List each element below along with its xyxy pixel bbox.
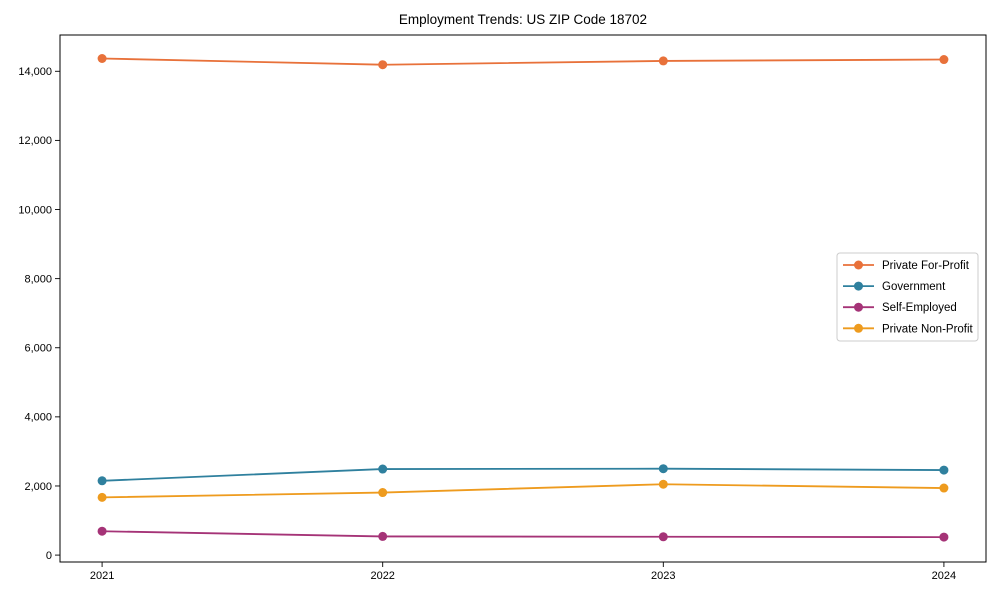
data-point-government bbox=[378, 464, 388, 474]
legend-marker-government bbox=[854, 281, 863, 291]
y-tick-label: 12,000 bbox=[18, 135, 52, 147]
x-tick-label: 2021 bbox=[90, 570, 114, 582]
data-point-government bbox=[97, 476, 107, 486]
series-group bbox=[97, 53, 949, 542]
y-tick-label: 10,000 bbox=[18, 204, 52, 216]
series-line-private-non-profit bbox=[102, 483, 944, 499]
data-point-private-non-profit bbox=[658, 479, 668, 489]
axes: 0 2,000 4,000 6,000 8,000 10,000 12,000 14,000 2… bbox=[18, 34, 987, 582]
legend-marker-self-employed bbox=[854, 302, 863, 312]
series-line-government bbox=[102, 467, 944, 482]
legend-box bbox=[836, 252, 979, 342]
series-line-private-for-profit bbox=[102, 57, 944, 66]
data-point-self-employed bbox=[97, 526, 107, 536]
data-point-private-for-profit bbox=[939, 55, 949, 65]
y-tick-label: 6,000 bbox=[24, 343, 52, 355]
legend: Private For-Profit Government Self-Employe… bbox=[836, 252, 979, 342]
data-point-self-employed bbox=[378, 531, 388, 541]
data-point-self-employed bbox=[939, 532, 949, 542]
chart-title: Employment Trends: US ZIP Code 18702 bbox=[399, 12, 647, 27]
y-tick-label: 2,000 bbox=[24, 481, 52, 493]
data-point-private-for-profit bbox=[97, 53, 107, 63]
y-tick-label: 4,000 bbox=[24, 412, 52, 424]
data-point-private-for-profit bbox=[658, 56, 668, 66]
y-tick-label: 14,000 bbox=[18, 66, 52, 78]
legend-label-self-employed: Self-Employed bbox=[882, 302, 957, 314]
y-tick-label: 0 bbox=[46, 550, 52, 562]
legend-marker-private-non-profit bbox=[854, 323, 863, 333]
data-point-private-for-profit bbox=[378, 60, 388, 70]
data-point-private-non-profit bbox=[939, 483, 949, 493]
data-point-private-non-profit bbox=[378, 488, 388, 498]
series-line-self-employed bbox=[102, 530, 944, 539]
data-point-government bbox=[658, 464, 668, 474]
legend-label-private-non-profit: Private Non-Profit bbox=[882, 323, 974, 335]
data-point-government bbox=[939, 465, 949, 475]
plot-border bbox=[59, 34, 987, 563]
legend-label-government: Government bbox=[882, 281, 946, 293]
data-point-private-non-profit bbox=[97, 492, 107, 502]
y-tick-label: 8,000 bbox=[24, 273, 52, 285]
x-tick-label: 2023 bbox=[651, 570, 675, 582]
data-point-self-employed bbox=[658, 532, 668, 542]
x-tick-label: 2022 bbox=[370, 570, 394, 582]
legend-label-private-for-profit: Private For-Profit bbox=[882, 260, 970, 272]
x-tick-label: 2024 bbox=[932, 570, 956, 582]
legend-marker-private-for-profit bbox=[854, 260, 863, 270]
